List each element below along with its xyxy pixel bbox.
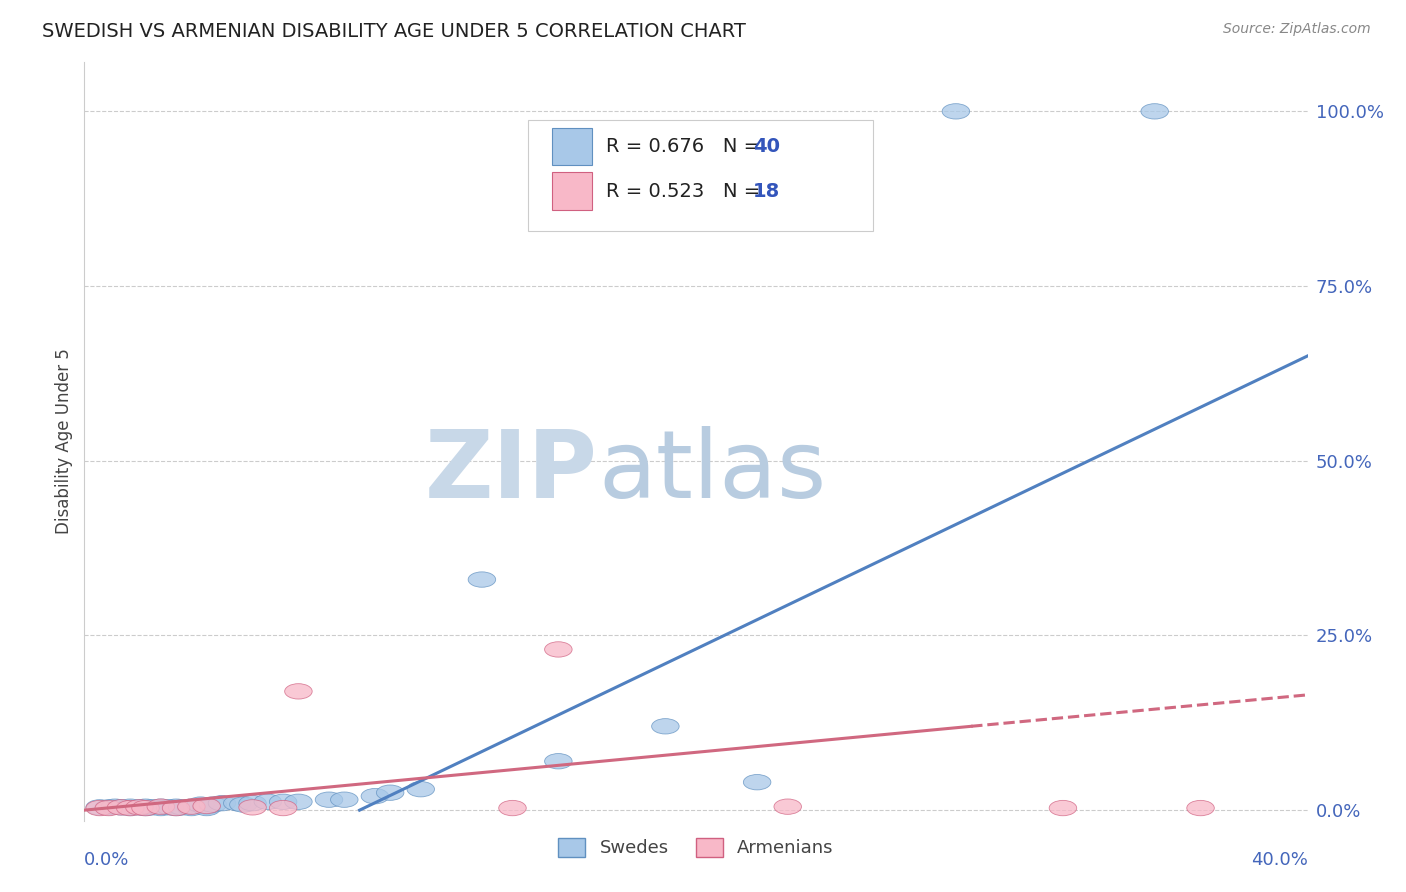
Ellipse shape	[117, 799, 143, 814]
Ellipse shape	[1049, 800, 1077, 816]
Ellipse shape	[406, 781, 434, 797]
Ellipse shape	[193, 800, 221, 816]
Text: R = 0.523   N =: R = 0.523 N =	[606, 182, 766, 201]
Ellipse shape	[361, 789, 388, 804]
Ellipse shape	[1140, 103, 1168, 119]
Text: atlas: atlas	[598, 425, 827, 518]
Ellipse shape	[125, 799, 153, 815]
Ellipse shape	[148, 800, 174, 816]
Ellipse shape	[468, 572, 496, 587]
Ellipse shape	[229, 797, 257, 813]
Ellipse shape	[651, 719, 679, 734]
Ellipse shape	[544, 641, 572, 657]
Ellipse shape	[132, 800, 159, 816]
Ellipse shape	[117, 800, 143, 816]
Y-axis label: Disability Age Under 5: Disability Age Under 5	[55, 349, 73, 534]
Ellipse shape	[117, 800, 143, 816]
Ellipse shape	[270, 794, 297, 809]
Ellipse shape	[193, 799, 221, 814]
Ellipse shape	[270, 800, 297, 816]
Ellipse shape	[499, 800, 526, 816]
Ellipse shape	[107, 799, 135, 815]
Ellipse shape	[169, 799, 195, 815]
Ellipse shape	[239, 799, 266, 815]
Ellipse shape	[96, 799, 122, 815]
Ellipse shape	[544, 754, 572, 769]
Ellipse shape	[254, 794, 281, 809]
Ellipse shape	[107, 799, 135, 815]
Ellipse shape	[330, 792, 359, 807]
Ellipse shape	[315, 792, 343, 807]
Ellipse shape	[101, 799, 129, 814]
Ellipse shape	[148, 799, 174, 814]
Ellipse shape	[744, 774, 770, 790]
Ellipse shape	[132, 799, 159, 814]
Ellipse shape	[162, 799, 190, 814]
Ellipse shape	[177, 799, 205, 814]
Text: 18: 18	[754, 182, 780, 201]
Ellipse shape	[193, 798, 221, 814]
Ellipse shape	[200, 797, 226, 813]
Text: 40: 40	[754, 137, 780, 156]
Legend: Swedes, Armenians: Swedes, Armenians	[551, 830, 841, 864]
Ellipse shape	[942, 103, 970, 119]
Ellipse shape	[239, 796, 266, 811]
Ellipse shape	[96, 800, 122, 816]
Ellipse shape	[377, 785, 404, 800]
Text: 0.0%: 0.0%	[84, 851, 129, 869]
Text: SWEDISH VS ARMENIAN DISABILITY AGE UNDER 5 CORRELATION CHART: SWEDISH VS ARMENIAN DISABILITY AGE UNDER…	[42, 22, 747, 41]
Text: ZIP: ZIP	[425, 425, 598, 518]
Ellipse shape	[1187, 800, 1215, 816]
Ellipse shape	[125, 799, 153, 815]
Ellipse shape	[148, 799, 174, 814]
Text: R = 0.676   N =: R = 0.676 N =	[606, 137, 766, 156]
Ellipse shape	[162, 800, 190, 816]
Ellipse shape	[162, 800, 190, 816]
Ellipse shape	[86, 799, 114, 815]
Ellipse shape	[284, 794, 312, 809]
Ellipse shape	[177, 799, 205, 814]
Ellipse shape	[224, 796, 252, 811]
Ellipse shape	[86, 800, 114, 816]
Ellipse shape	[156, 799, 184, 815]
Ellipse shape	[284, 683, 312, 699]
Ellipse shape	[208, 796, 236, 811]
Text: 40.0%: 40.0%	[1251, 851, 1308, 869]
Ellipse shape	[138, 799, 166, 815]
Text: Source: ZipAtlas.com: Source: ZipAtlas.com	[1223, 22, 1371, 37]
Ellipse shape	[773, 799, 801, 814]
Ellipse shape	[132, 800, 159, 816]
Ellipse shape	[177, 800, 205, 816]
Ellipse shape	[187, 797, 214, 813]
